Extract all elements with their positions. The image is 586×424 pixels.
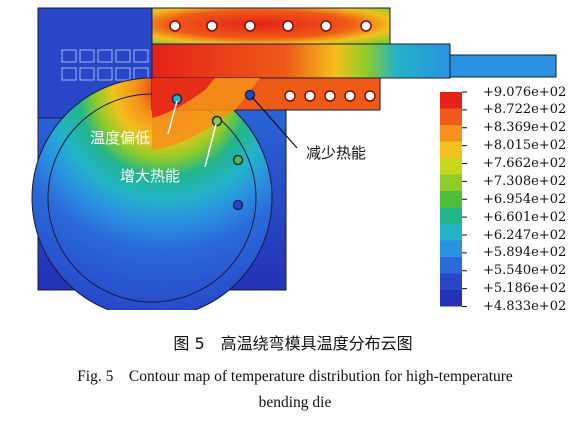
legend-value-label: +9.076e+02 [483, 84, 567, 100]
caption-en-line1: Fig. 5 Contour map of temperature distri… [77, 368, 513, 385]
legend-value-label: +8.015e+02 [483, 138, 567, 154]
heater-hole-4 [232, 199, 244, 211]
legend-value-label: +7.662e+02 [483, 156, 567, 171]
lower-holes [284, 90, 376, 102]
figure-caption-chinese: 图 5 高温绕弯模具温度分布云图 [173, 334, 413, 353]
die-arm-extension [449, 54, 557, 78]
die-arm [151, 43, 451, 79]
legend-value-label: +5.540e+02 [483, 263, 567, 279]
legend-swatch [440, 92, 462, 109]
legend-value-label: +8.722e+02 [483, 102, 567, 118]
hot-zone-core [152, 78, 215, 118]
annotation-low-temperature: 温度偏低 [90, 129, 151, 147]
legend-value-label: +5.186e+02 [483, 281, 567, 297]
legend-value-label: +5.894e+02 [483, 245, 567, 261]
legend-swatch [440, 290, 462, 307]
annotation-reduce-heat: 减少热能 [306, 144, 367, 162]
legend-value-label: +4.833e+02 [483, 299, 567, 314]
die-top-plate [151, 7, 391, 45]
legend-swatch [440, 125, 462, 142]
heater-hole-3 [232, 154, 244, 166]
legend-swatch [440, 141, 462, 158]
leader-line-low-1 [167, 100, 178, 135]
figure-caption-english: Fig. 5 Contour map of temperature distri… [10, 364, 580, 416]
legend-value-label: +6.247e+02 [483, 227, 567, 243]
legend-swatch [440, 257, 462, 274]
legend-value-label: +6.601e+02 [483, 209, 567, 225]
legend-swatch [440, 158, 462, 175]
legend-value-label: +7.308e+02 [483, 173, 567, 189]
legend-color-scale [440, 91, 467, 307]
temperature-contour-figure [31, 7, 557, 310]
legend-swatch [440, 108, 462, 125]
legend-value-label: +6.954e+02 [483, 191, 567, 207]
legend-value-label: +8.369e+02 [483, 120, 567, 136]
caption-en-line2: bending die [258, 394, 332, 411]
legend-swatch [440, 224, 462, 241]
leader-line-increase-1 [204, 123, 217, 168]
legend-swatch [440, 240, 462, 257]
top-holes [169, 20, 372, 32]
heater-hole-2 [211, 115, 223, 127]
leader-line-reduce [251, 96, 298, 149]
legend-swatch [440, 191, 462, 208]
legend-swatch [440, 174, 462, 191]
annotation-increase-heat: 增大热能 [120, 167, 181, 185]
legend-swatch [440, 273, 462, 290]
legend-swatch [440, 207, 462, 224]
